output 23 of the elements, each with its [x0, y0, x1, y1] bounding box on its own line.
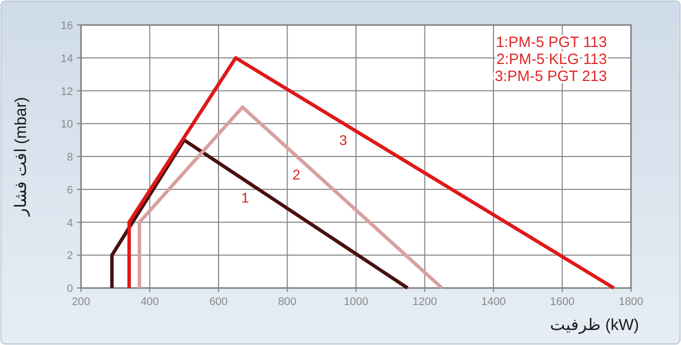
x-tick-label: 200	[72, 296, 90, 308]
y-tick-label: 0	[66, 283, 73, 295]
x-tick-label: 1400	[481, 296, 506, 308]
x-tick-label: 1800	[618, 296, 644, 308]
y-tick-label: 12	[60, 86, 73, 98]
y-tick-label: 10	[60, 118, 73, 131]
series-label: 1	[241, 189, 250, 206]
x-tick-label: 1000	[344, 296, 368, 308]
y-tick-label: 2	[66, 250, 73, 262]
series-label: 2	[292, 166, 300, 182]
x-tick-label: 800	[278, 296, 296, 308]
series-label: 3	[339, 132, 348, 148]
y-tick-label: 8	[66, 152, 73, 164]
x-tick-label: 1600	[550, 296, 574, 308]
y-tick-label: 4	[66, 217, 73, 230]
x-tick-label: 400	[140, 296, 159, 308]
y-tick-label: 16	[60, 20, 73, 32]
y-tick-label: 6	[66, 184, 73, 196]
x-tick-label: 1200	[412, 296, 437, 308]
y-tick-label: 14	[60, 52, 73, 65]
y-axis-title: افت فشار (mbar)	[13, 96, 30, 218]
x-tick-label: 600	[209, 296, 228, 308]
x-axis-title: ظرفیت (kW)	[550, 317, 639, 334]
